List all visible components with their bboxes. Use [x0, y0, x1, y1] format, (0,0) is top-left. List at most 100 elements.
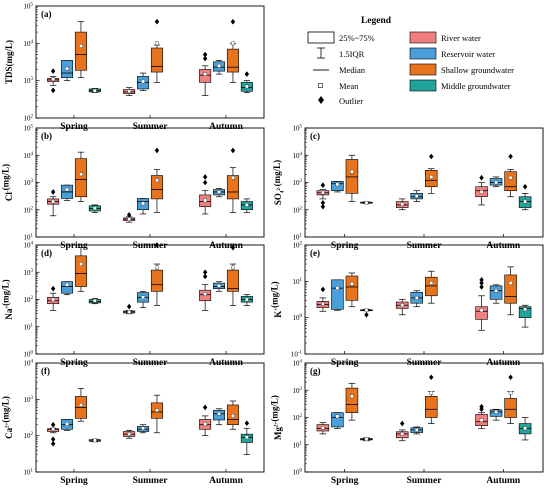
legend-mean-symbol — [318, 83, 323, 88]
mean-marker — [127, 310, 131, 314]
y-axis-label: Mg2+(mg/L) — [270, 395, 284, 440]
mean-marker — [508, 175, 513, 180]
box-reservoir-autumn — [489, 408, 503, 421]
outlier-marker — [202, 404, 208, 411]
box-middle-spring — [360, 437, 373, 442]
mean-marker — [400, 303, 405, 308]
y-tick-label: 103 — [293, 179, 303, 187]
box-river-autumn — [475, 174, 488, 206]
box-shallow-autumn — [226, 400, 239, 430]
mean-marker — [93, 438, 97, 443]
box-reservoir-summer — [137, 72, 150, 91]
iqr-box — [74, 255, 87, 287]
outlier-marker — [230, 147, 236, 154]
outlier-marker — [429, 374, 434, 381]
outlier-marker — [154, 147, 160, 154]
legend-title: Legend — [361, 16, 392, 26]
box-reservoir-spring — [61, 419, 74, 431]
legend-swatch-middle-groundwater — [409, 79, 437, 92]
outlier-marker — [508, 374, 513, 381]
outlier-marker — [50, 285, 56, 292]
box-shallow-spring — [74, 21, 87, 79]
box-shallow-spring — [345, 382, 359, 421]
box-reservoir-summer — [137, 424, 150, 434]
y-tick-label: 102 — [24, 296, 34, 304]
y-tick-label: 105 — [293, 125, 303, 133]
legend-label-shallow-groundwater: Shallow groundwater — [441, 65, 514, 75]
y-tick-label: 103 — [24, 269, 34, 277]
box-middle-autumn — [518, 304, 532, 328]
box-middle-spring — [88, 438, 101, 443]
panel-label: (e) — [310, 248, 320, 258]
box-river-summer — [123, 303, 136, 315]
mean-marker — [414, 194, 419, 198]
y-tick-label: 101 — [24, 323, 34, 331]
box-shallow-summer — [425, 153, 438, 194]
y-tick-label: 104 — [24, 242, 34, 250]
iqr-box — [150, 47, 163, 73]
mean-marker — [523, 199, 527, 204]
mean-marker — [79, 44, 83, 48]
panel-label: (a) — [41, 9, 52, 19]
mean-marker — [141, 295, 145, 300]
mean-marker — [79, 172, 83, 177]
iqr-box — [345, 387, 359, 414]
mean-marker — [364, 437, 369, 442]
x-tick-label: Summer — [407, 476, 443, 486]
box-shallow-spring — [345, 154, 359, 202]
legend-median-label: Median — [339, 65, 366, 75]
outlier-marker — [522, 183, 528, 190]
iqr-box — [150, 175, 163, 200]
mean-marker — [65, 66, 69, 71]
mean-marker — [321, 302, 325, 306]
box-river-summer — [123, 430, 136, 439]
panel-label: (c) — [310, 131, 320, 141]
mean-marker — [203, 198, 207, 203]
iqr-box — [74, 31, 87, 71]
box-shallow-spring — [74, 388, 87, 422]
outlier-marker — [364, 311, 369, 318]
chart-panels: 102 103 104 105 TDS(mg/L) (a) Spring Summer Autu… — [1, 3, 544, 486]
legend-outlier-label: Outlier — [339, 96, 363, 106]
box-river-summer — [123, 87, 136, 96]
box-shallow-spring — [74, 151, 87, 202]
mean-marker — [350, 282, 354, 286]
iqr-box — [425, 395, 438, 418]
mean-marker — [51, 427, 55, 432]
outlier-marker — [50, 68, 56, 74]
x-tick-label: Spring — [331, 241, 359, 251]
x-tick-label: Spring — [60, 476, 88, 486]
x-tick-label: Autumn — [209, 476, 244, 486]
mean-marker — [217, 190, 221, 194]
mean-marker — [494, 288, 498, 293]
panel-a: 102 103 104 105 TDS(mg/L) (a) Spring Summer Autu… — [4, 3, 265, 132]
outlier-marker — [400, 420, 405, 427]
box-reservoir-summer — [410, 426, 423, 435]
x-tick-label: Autumn — [486, 241, 521, 251]
outlier-marker — [202, 174, 208, 180]
y-tick-label: 104 — [293, 360, 303, 368]
box-river-spring — [47, 421, 60, 447]
y-tick-label: 104 — [24, 360, 34, 368]
outlier-marker — [320, 203, 326, 210]
box-reservoir-summer — [137, 198, 150, 215]
y-tick-label: 105 — [24, 3, 34, 11]
x-tick-label: Spring — [60, 241, 88, 251]
x-tick-label: Summer — [407, 241, 443, 251]
box-shallow-summer — [150, 242, 163, 306]
mean-marker — [127, 432, 131, 437]
y-tick-label: 102 — [24, 206, 34, 214]
box-shallow-summer — [425, 270, 438, 304]
y-tick-label: 103 — [24, 77, 34, 85]
y-tick-label: 104 — [293, 152, 303, 160]
outlier-marker — [508, 153, 513, 160]
legend-whisker-symbol — [317, 47, 325, 59]
panel-label: (f) — [41, 366, 50, 376]
mean-marker — [414, 296, 419, 300]
outlier-marker — [479, 406, 484, 413]
mean-marker — [51, 297, 55, 302]
box-reservoir-autumn — [489, 176, 503, 188]
box-reservoir-autumn — [213, 281, 226, 292]
